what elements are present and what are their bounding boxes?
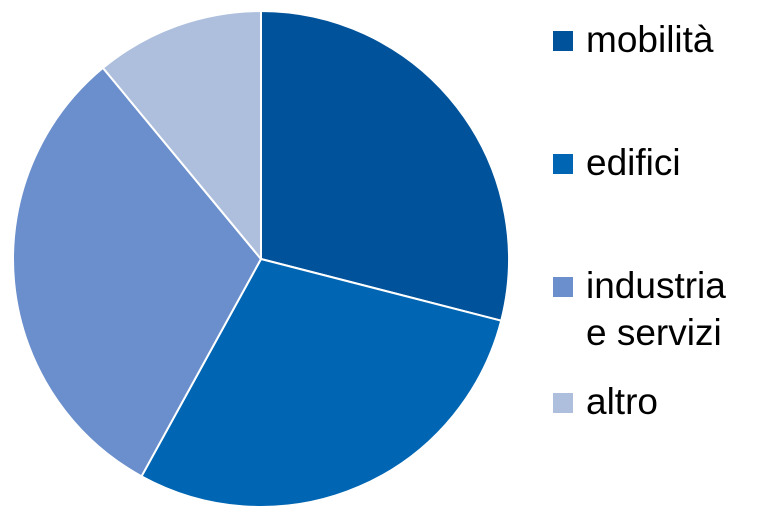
legend-swatch xyxy=(553,393,573,413)
pie-slice-0 xyxy=(260,10,510,322)
legend-item: edifici xyxy=(553,142,681,183)
pie-slice-3 xyxy=(101,10,262,260)
legend-label: altro xyxy=(586,381,658,422)
legend-swatch xyxy=(553,277,573,297)
legend-item: mobilità xyxy=(553,19,714,60)
legend: mobilità edifici industria e servizi altro xyxy=(553,19,726,422)
legend-label: edifici xyxy=(586,142,681,183)
pie-slice-2 xyxy=(12,66,262,478)
legend-swatch xyxy=(553,154,573,174)
legend-label: mobilità xyxy=(586,19,714,60)
legend-label: industria xyxy=(586,265,726,306)
legend-label: e servizi xyxy=(586,312,722,353)
legend-swatch xyxy=(553,31,573,51)
pie-slices xyxy=(12,10,510,507)
pie-slice-1 xyxy=(140,258,503,507)
legend-item: industria e servizi xyxy=(553,265,726,353)
legend-item: altro xyxy=(553,381,658,422)
